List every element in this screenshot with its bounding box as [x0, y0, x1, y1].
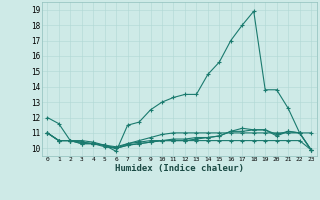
X-axis label: Humidex (Indice chaleur): Humidex (Indice chaleur) — [115, 164, 244, 173]
